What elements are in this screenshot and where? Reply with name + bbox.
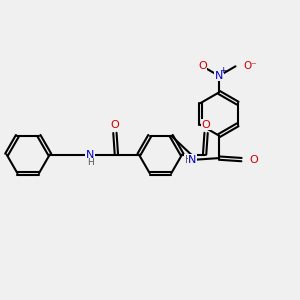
Text: O⁻: O⁻ <box>243 61 257 71</box>
Text: N: N <box>86 149 94 160</box>
Text: O: O <box>249 154 258 165</box>
Text: O: O <box>198 61 207 71</box>
Text: H: H <box>184 154 192 165</box>
Text: N: N <box>188 154 196 165</box>
Text: O: O <box>202 119 211 130</box>
Text: H: H <box>88 158 94 167</box>
Text: O: O <box>110 119 119 130</box>
Text: +: + <box>219 66 227 75</box>
Text: N: N <box>215 71 223 81</box>
